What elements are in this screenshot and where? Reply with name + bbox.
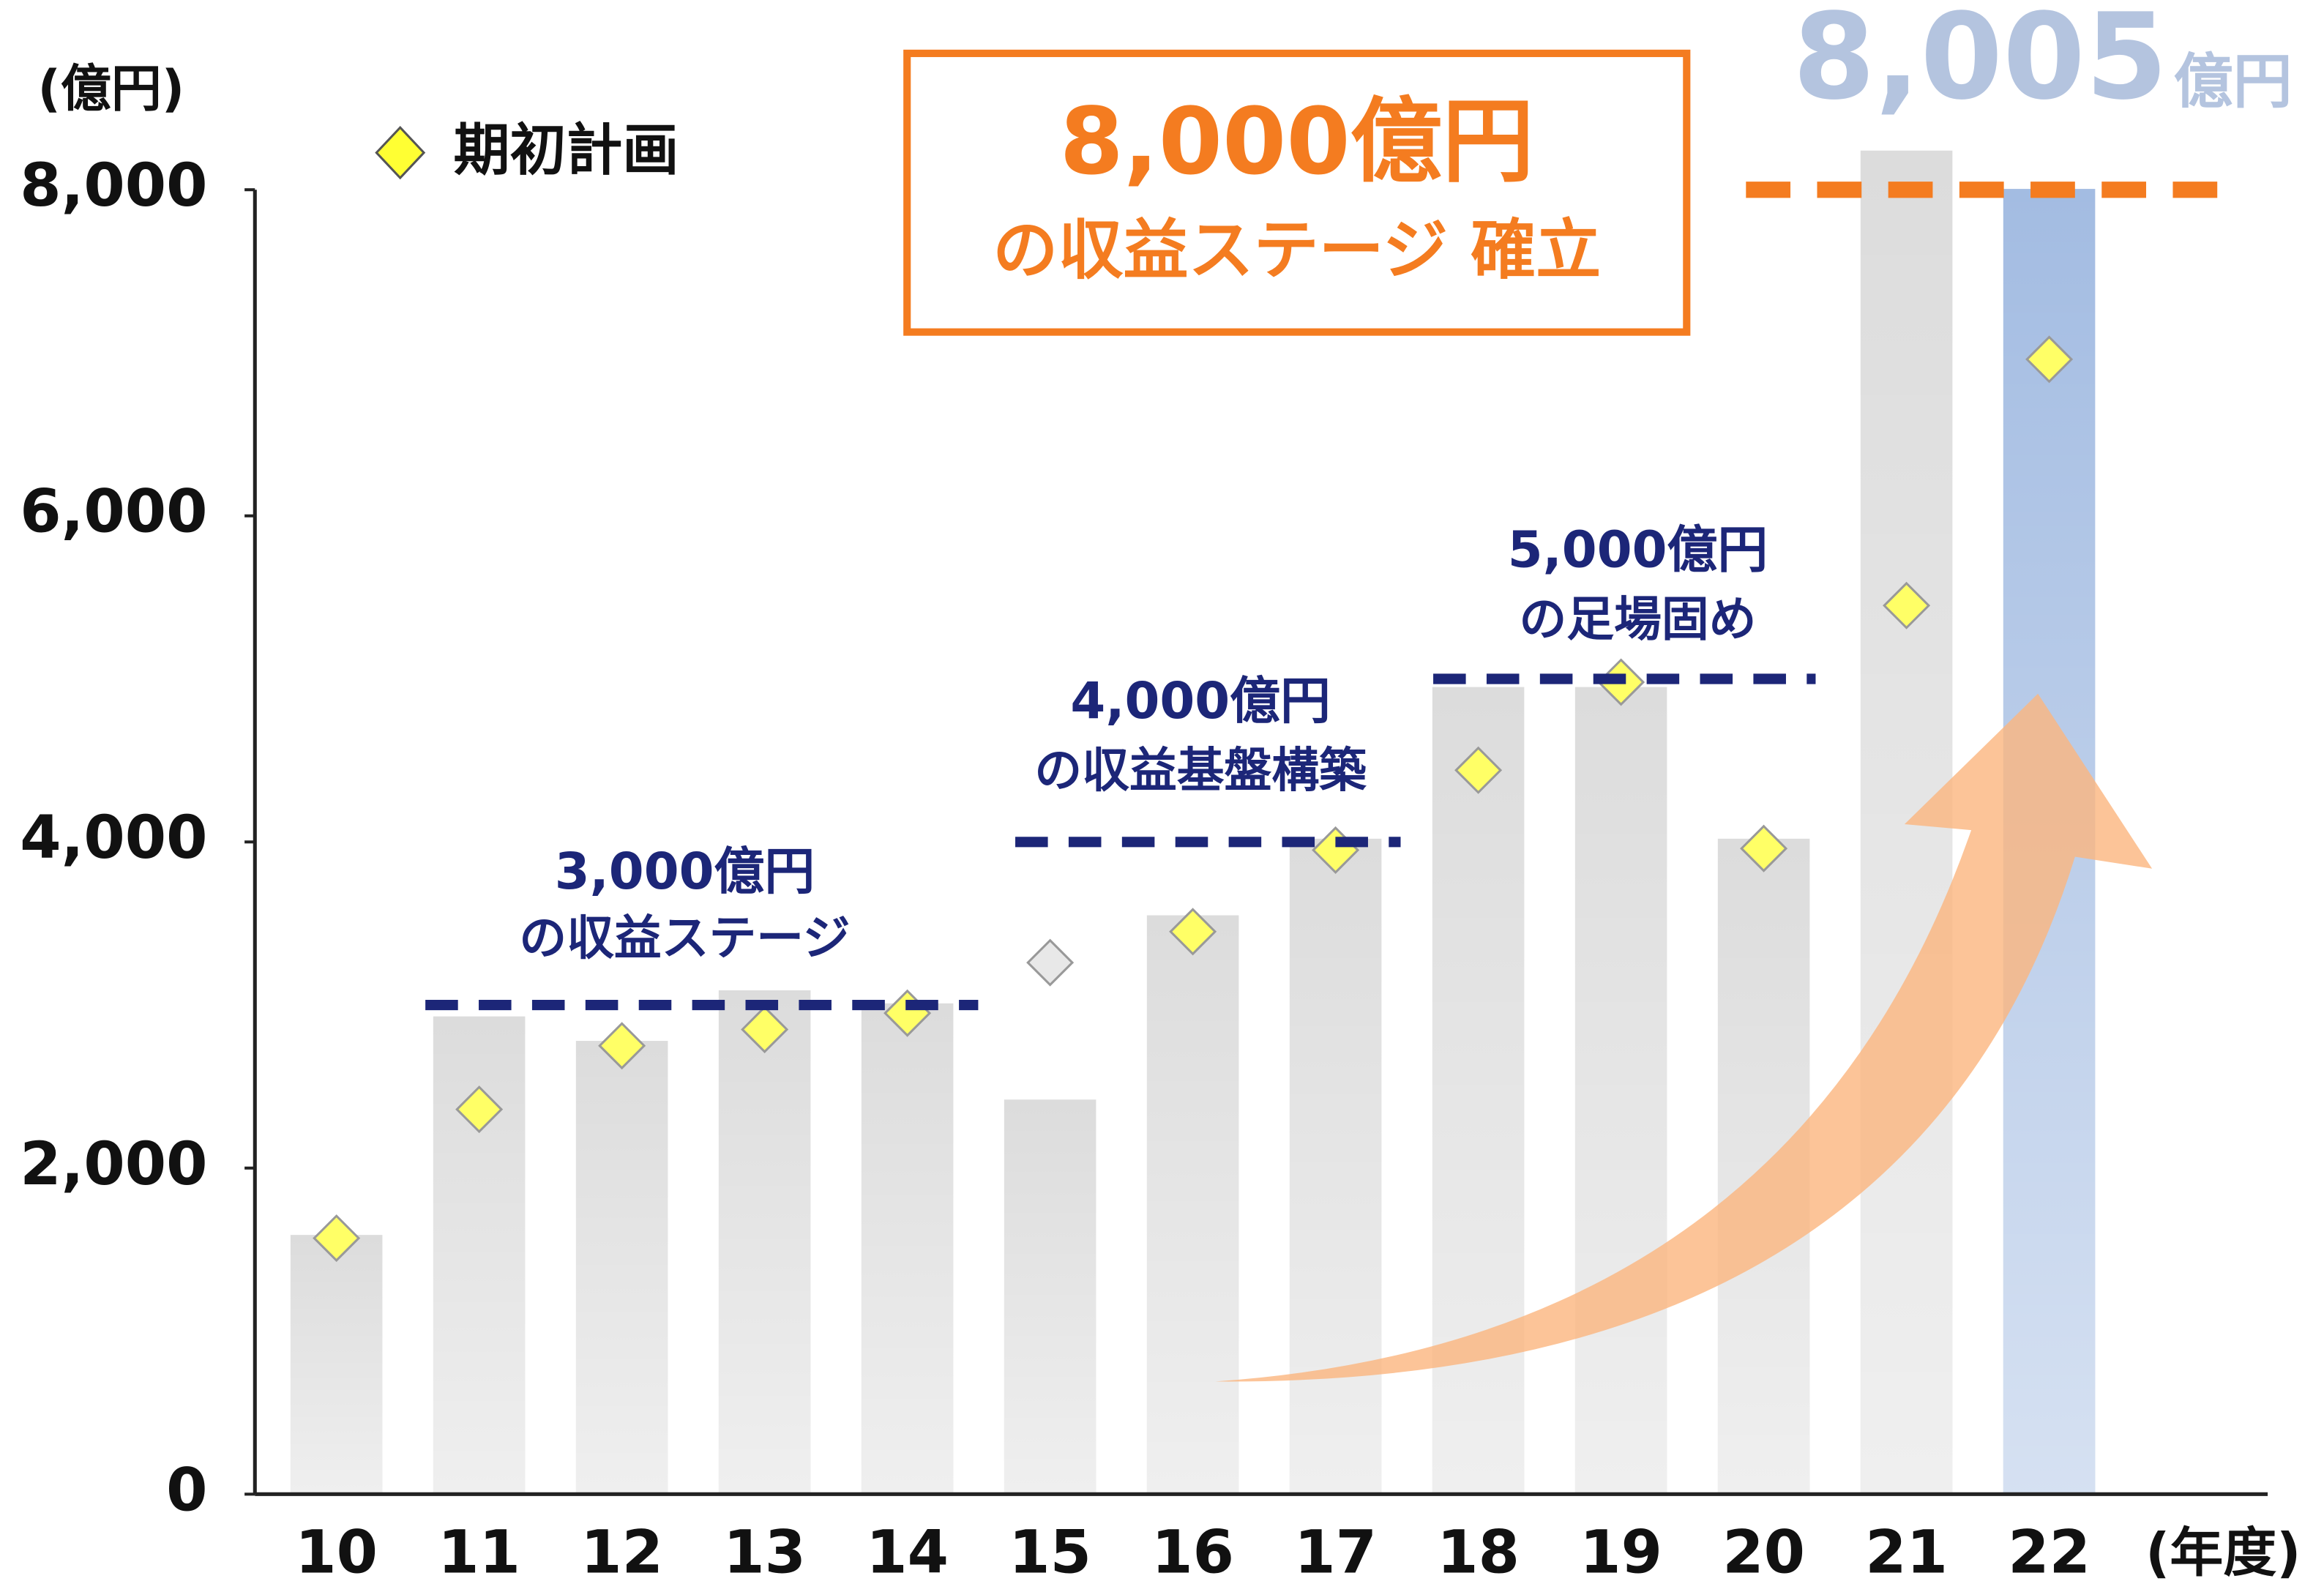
annotation-title: 8,000億円: [1060, 88, 1534, 195]
x-tick-label: 20: [1722, 1518, 1805, 1587]
bar-sheen: [290, 1235, 383, 1495]
bar-sheen: [575, 1041, 668, 1495]
bars: [290, 150, 2096, 1495]
bar-value-unit: 億円: [2174, 48, 2293, 116]
x-tick-label: 11: [438, 1518, 520, 1587]
x-tick-label: 15: [1009, 1518, 1091, 1587]
y-tick-label: 0: [166, 1456, 207, 1525]
bar-sheen: [1432, 687, 1525, 1495]
x-tick-label: 18: [1437, 1518, 1520, 1587]
plan-marker: [1026, 938, 1075, 987]
plan-marker: [455, 1085, 504, 1134]
x-tick-label: 12: [580, 1518, 663, 1587]
growth-arrow: [1215, 693, 2153, 1382]
highlight-box: [903, 49, 1691, 336]
y-tick-label: 6,000: [20, 478, 207, 547]
plan-marker: [1169, 908, 1217, 956]
plan-marker: [598, 1022, 646, 1070]
plan-marker: [1740, 824, 1788, 872]
bar-sheen: [1146, 915, 1239, 1495]
legend-label: 期初計画: [454, 119, 679, 184]
legend-marker: [375, 125, 426, 180]
x-tick-label: 21: [1865, 1518, 1948, 1587]
plan-marker: [313, 1214, 361, 1263]
bar-sheen: [861, 1003, 954, 1495]
bar-sheen: [718, 990, 811, 1495]
x-tick-label: 19: [1580, 1518, 1662, 1587]
x-unit: (年度): [2145, 1522, 2301, 1584]
y-tick-label: 2,000: [20, 1130, 207, 1199]
plan-marker: [2025, 335, 2074, 384]
annotation-title: 5,000億円: [1508, 520, 1768, 579]
y-tick-label: 4,000: [20, 804, 207, 872]
plan-marker: [1454, 746, 1503, 794]
bar-sheen: [1004, 1099, 1096, 1495]
annotation-subtitle: の収益ステージ 確立: [993, 213, 1601, 289]
x-tick-label: 10: [295, 1518, 378, 1587]
y-tick-label: 8,000: [20, 152, 207, 220]
plan-marker: [741, 1005, 789, 1053]
x-tick-label: 22: [2008, 1518, 2091, 1587]
annotation-title: 3,000億円: [555, 842, 815, 901]
x-tick-label: 17: [1294, 1518, 1377, 1587]
annotation-subtitle: の収益ステージ: [519, 911, 850, 966]
annotation-subtitle: の収益基盤構築: [1034, 744, 1367, 799]
bar-sheen: [1574, 687, 1667, 1495]
annotation-title: 4,000億円: [1070, 672, 1330, 730]
x-tick-label: 14: [866, 1518, 949, 1587]
x-tick-label: 13: [723, 1518, 806, 1587]
plan-marker: [1883, 581, 1931, 629]
annotation-subtitle: の足場固め: [1519, 592, 1756, 647]
bar-value-label: 8,005: [1793, 0, 2167, 127]
x-tick-label: 16: [1151, 1518, 1234, 1587]
bar-sheen: [1289, 838, 1382, 1495]
y-unit: (億円): [38, 60, 185, 119]
